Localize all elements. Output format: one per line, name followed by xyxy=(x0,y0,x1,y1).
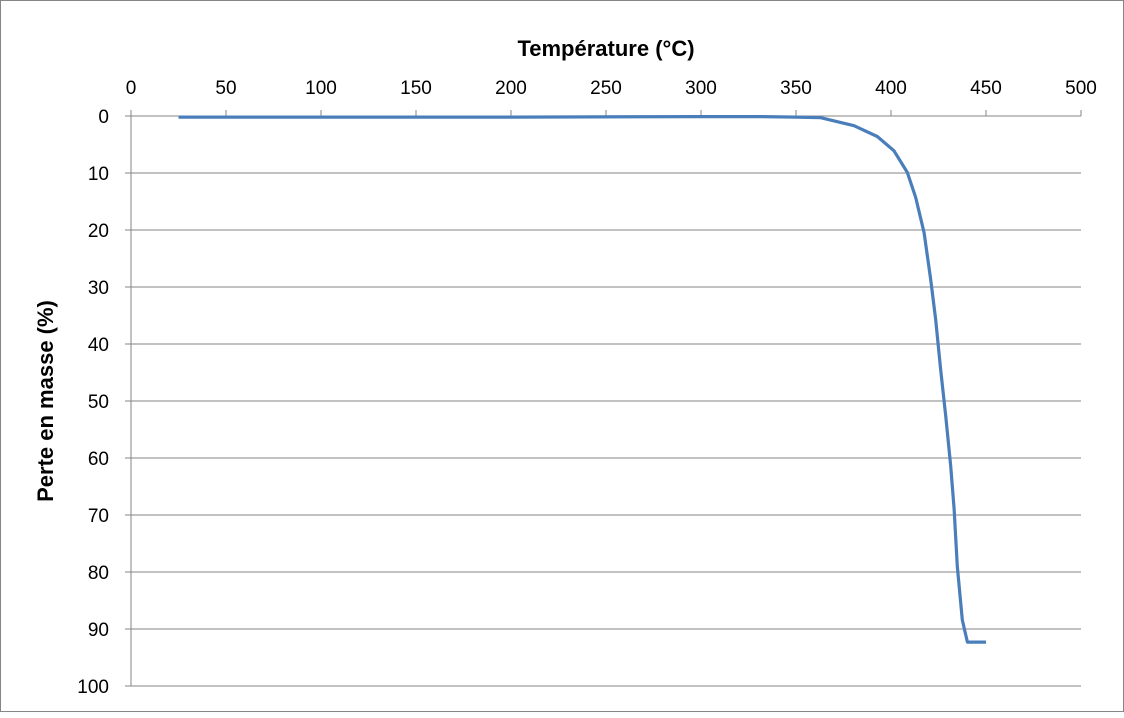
x-tick-label: 0 xyxy=(126,78,137,99)
y-tick-label: 30 xyxy=(88,278,109,299)
x-tick-label: 200 xyxy=(495,78,527,99)
x-tick-label: 100 xyxy=(305,78,337,99)
y-tick-label: 10 xyxy=(88,164,109,185)
x-axis-title: Température (°C) xyxy=(517,36,694,61)
x-tick-label: 350 xyxy=(780,78,812,99)
y-axis-title: Perte en masse (%) xyxy=(33,300,58,502)
x-tick-label: 50 xyxy=(215,78,236,99)
y-tick-label: 80 xyxy=(88,563,109,584)
y-tick-label: 20 xyxy=(88,221,109,242)
x-tick-label: 150 xyxy=(400,78,432,99)
y-tick-label: 90 xyxy=(88,620,109,641)
y-tick-label: 0 xyxy=(98,107,109,128)
y-tick-label: 70 xyxy=(88,506,109,527)
x-tick-label: 450 xyxy=(970,78,1002,99)
x-tick-label: 250 xyxy=(590,78,622,99)
x-tick-label: 500 xyxy=(1065,78,1097,99)
y-tick-label: 60 xyxy=(88,449,109,470)
x-tick-label: 300 xyxy=(685,78,717,99)
series-line xyxy=(178,115,986,644)
y-tick-label: 40 xyxy=(88,335,109,356)
y-tick-label: 100 xyxy=(77,677,109,698)
y-tick-label: 50 xyxy=(88,392,109,413)
x-tick-label: 400 xyxy=(875,78,907,99)
